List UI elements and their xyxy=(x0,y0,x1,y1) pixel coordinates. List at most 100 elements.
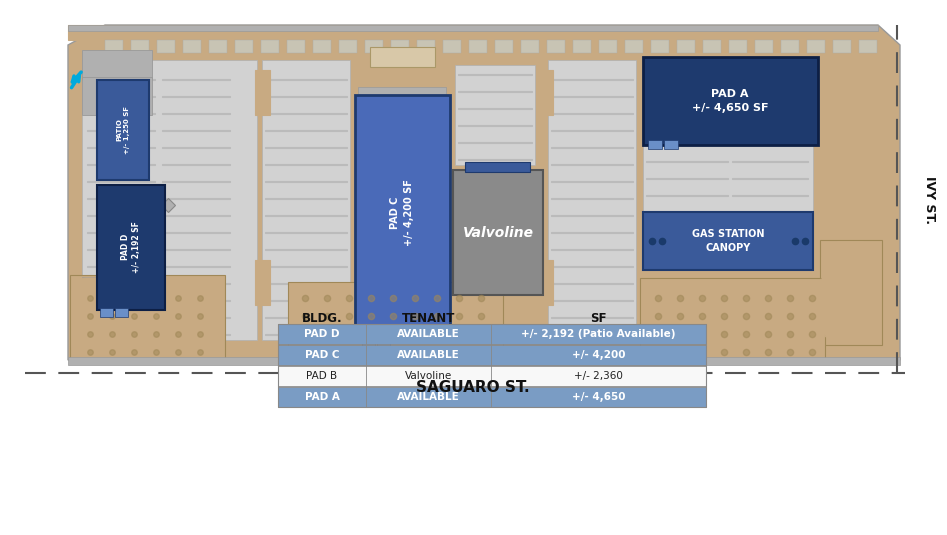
Bar xyxy=(358,87,446,97)
Bar xyxy=(465,162,530,172)
Bar xyxy=(551,266,633,267)
Bar xyxy=(278,387,706,407)
Bar xyxy=(646,229,728,230)
Bar xyxy=(859,40,877,53)
Bar xyxy=(543,70,553,115)
Bar xyxy=(82,277,152,307)
Bar xyxy=(551,283,633,284)
Bar xyxy=(70,275,225,360)
Bar xyxy=(664,140,678,149)
Bar xyxy=(162,232,230,233)
Bar xyxy=(732,127,808,128)
Bar xyxy=(458,74,532,75)
Bar xyxy=(235,40,253,53)
Bar xyxy=(625,40,643,53)
Bar xyxy=(646,76,728,77)
Bar xyxy=(131,40,149,53)
Bar xyxy=(495,40,513,53)
Text: PAD C
+/- 4,200 SF: PAD C +/- 4,200 SF xyxy=(390,180,414,247)
Bar xyxy=(265,283,347,284)
Bar xyxy=(362,338,375,347)
Bar xyxy=(551,232,633,233)
Bar xyxy=(370,47,435,67)
Bar xyxy=(87,232,155,233)
Bar xyxy=(68,25,878,40)
Bar xyxy=(651,40,669,53)
Bar xyxy=(646,144,728,145)
Bar xyxy=(646,93,728,94)
Text: PATIO
+/- 1,250 SF: PATIO +/- 1,250 SF xyxy=(116,106,130,154)
Bar xyxy=(358,328,446,340)
Bar xyxy=(87,317,155,318)
Bar xyxy=(640,278,825,360)
Bar xyxy=(265,266,347,267)
Bar xyxy=(105,40,123,53)
Bar xyxy=(355,65,450,95)
Bar xyxy=(82,60,257,340)
Bar xyxy=(162,249,230,250)
Bar xyxy=(278,324,706,407)
Bar xyxy=(646,178,728,179)
Bar xyxy=(262,60,350,340)
Bar xyxy=(453,170,543,295)
Bar xyxy=(643,57,818,145)
Bar xyxy=(68,25,878,31)
Bar xyxy=(551,181,633,182)
Bar xyxy=(646,212,728,213)
Bar xyxy=(265,334,347,335)
Text: PAD D: PAD D xyxy=(304,329,340,339)
Bar xyxy=(755,40,773,53)
Bar xyxy=(599,40,617,53)
Bar xyxy=(377,338,390,347)
Bar xyxy=(183,40,201,53)
Bar xyxy=(646,161,728,162)
Bar xyxy=(677,40,695,53)
Bar xyxy=(87,266,155,267)
Bar xyxy=(551,164,633,165)
Bar xyxy=(820,240,882,345)
Bar xyxy=(287,40,305,53)
Bar xyxy=(313,40,331,53)
Bar xyxy=(703,40,721,53)
Bar xyxy=(469,40,487,53)
Text: PAD A
+/- 4,650 SF: PAD A +/- 4,650 SF xyxy=(691,89,768,113)
Bar xyxy=(265,198,347,199)
Bar xyxy=(833,40,851,53)
Bar xyxy=(278,366,706,386)
FancyBboxPatch shape xyxy=(290,284,500,358)
Bar xyxy=(732,178,808,179)
Text: PAD D
+/- 2,192 SF: PAD D +/- 2,192 SF xyxy=(121,221,141,273)
Bar xyxy=(68,357,900,365)
Polygon shape xyxy=(68,25,900,360)
Bar xyxy=(115,308,128,317)
Text: +/- 2,192 (Patio Available): +/- 2,192 (Patio Available) xyxy=(521,329,676,339)
Bar xyxy=(551,198,633,199)
Bar xyxy=(781,40,799,53)
Bar xyxy=(551,96,633,97)
Bar xyxy=(417,40,435,53)
Bar xyxy=(265,130,347,131)
Text: AVAILABLE: AVAILABLE xyxy=(397,392,460,402)
Bar xyxy=(732,161,808,162)
FancyBboxPatch shape xyxy=(72,278,222,358)
Bar xyxy=(97,185,165,310)
Bar xyxy=(162,266,230,267)
Bar xyxy=(87,283,155,284)
FancyBboxPatch shape xyxy=(822,242,879,342)
Bar xyxy=(87,300,155,301)
Bar xyxy=(265,181,347,182)
Text: PAD A: PAD A xyxy=(305,392,339,402)
Bar xyxy=(548,60,636,340)
Bar xyxy=(162,96,230,97)
Bar xyxy=(157,40,175,53)
Bar xyxy=(732,110,808,111)
Bar xyxy=(265,317,347,318)
Bar xyxy=(732,93,808,94)
Bar xyxy=(87,79,155,80)
Bar xyxy=(265,215,347,216)
Bar xyxy=(162,215,230,216)
Bar xyxy=(265,96,347,97)
Bar xyxy=(278,324,706,344)
Bar xyxy=(339,40,357,53)
Text: AVAILABLE: AVAILABLE xyxy=(397,329,460,339)
